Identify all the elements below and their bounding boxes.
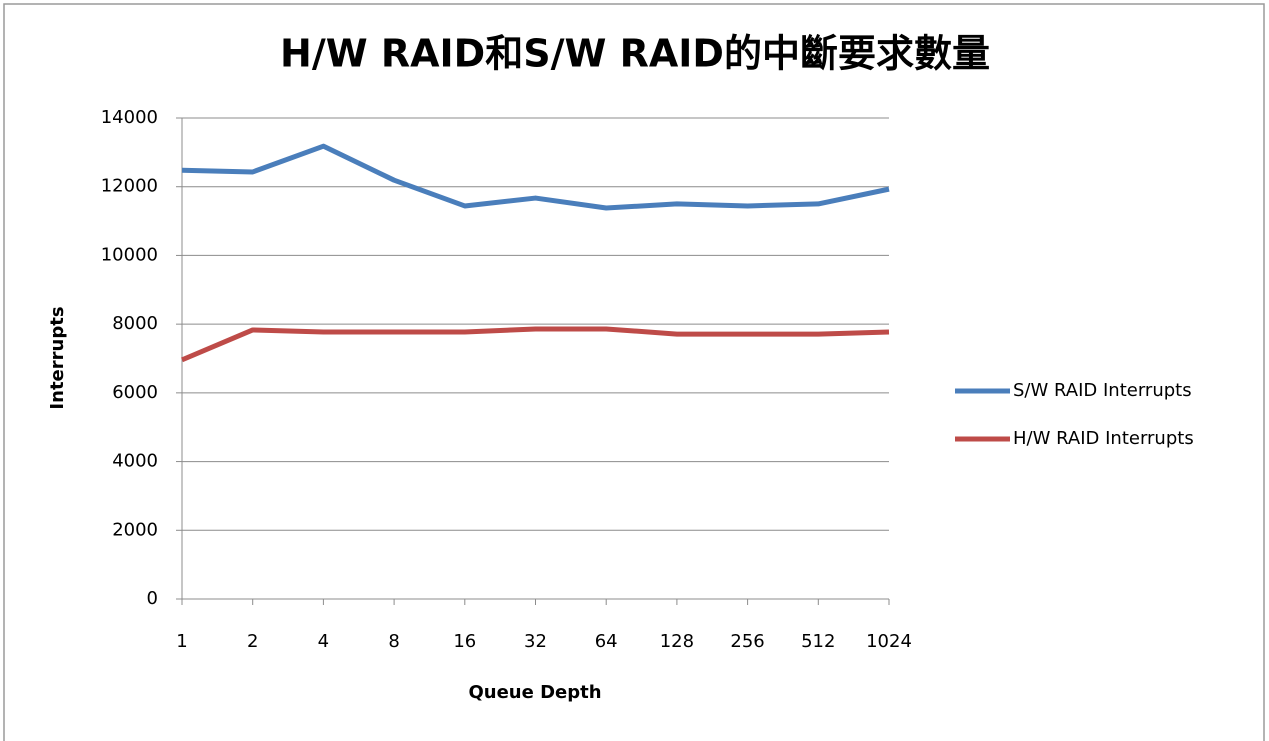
chart-frame — [3, 3, 1265, 741]
x-tick-label: 32 — [524, 631, 547, 652]
x-tick-label: 4 — [318, 631, 329, 652]
x-axis-title: Queue Depth — [468, 682, 601, 703]
y-tick-label: 14000 — [101, 107, 158, 128]
y-tick-label: 2000 — [112, 519, 158, 540]
x-tick-label: 8 — [388, 631, 399, 652]
x-tick-label: 1024 — [866, 631, 912, 652]
y-axis-title: Interrupts — [47, 306, 68, 409]
x-tick-label: 16 — [453, 631, 476, 652]
series-line — [181, 143, 890, 211]
x-tick-label: 64 — [595, 631, 618, 652]
x-tick-label: 512 — [801, 631, 835, 652]
x-tick-label: 1 — [176, 631, 187, 652]
y-tick-label: 4000 — [112, 451, 158, 472]
y-tick-label: 10000 — [101, 244, 158, 265]
y-tick-label: 12000 — [101, 176, 158, 197]
x-tick-label: 256 — [730, 631, 764, 652]
legend-label: S/W RAID Interrupts — [1013, 380, 1192, 401]
y-tick-label: 0 — [147, 588, 158, 609]
legend-label: H/W RAID Interrupts — [1013, 428, 1194, 449]
x-tick-label: 128 — [660, 631, 694, 652]
chart-title: H/W RAID和S/W RAID的中斷要求數量 — [280, 32, 990, 76]
x-tick-label: 2 — [247, 631, 258, 652]
y-tick-label: 8000 — [112, 313, 158, 334]
y-tick-label: 6000 — [112, 382, 158, 403]
series-line — [181, 326, 890, 363]
